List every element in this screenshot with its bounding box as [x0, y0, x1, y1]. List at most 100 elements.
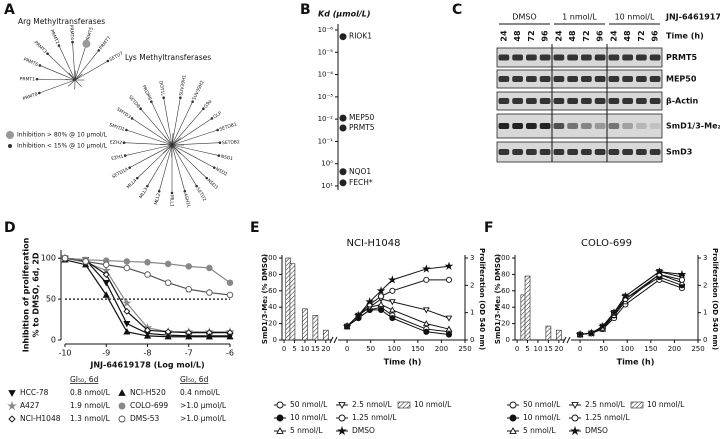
band — [649, 76, 661, 82]
band — [539, 123, 551, 129]
x-tick-label: 10 — [533, 345, 542, 353]
band — [567, 123, 578, 129]
data-point — [164, 333, 172, 340]
dot — [339, 179, 347, 187]
legend-marker — [338, 402, 346, 409]
dot-label: RIOK1 — [349, 32, 372, 41]
data-point — [82, 258, 89, 265]
legend-marker — [571, 402, 579, 409]
tree-branch — [39, 65, 76, 81]
data-point — [389, 287, 396, 294]
legend-label: DMSO — [352, 426, 375, 435]
band — [649, 123, 661, 129]
data-point — [376, 286, 386, 295]
legend-label: DMSO — [585, 426, 608, 435]
y-tick-label: 50 — [46, 295, 56, 304]
data-point — [206, 264, 213, 272]
tree-branch — [129, 144, 173, 168]
tree-node — [179, 96, 182, 100]
tree-node — [46, 52, 49, 56]
tree-branch — [162, 144, 173, 154]
tree-branch — [171, 144, 197, 187]
legend-marker — [7, 400, 17, 411]
tree-branch — [171, 144, 181, 154]
data-point — [620, 291, 630, 300]
line — [346, 309, 450, 336]
data-point — [185, 263, 192, 270]
band — [622, 149, 633, 155]
tree-label: NSD2 — [214, 166, 228, 177]
data-point — [144, 259, 151, 266]
data-point — [377, 300, 385, 307]
legend-value: >1.0 µmol/L — [180, 414, 227, 423]
band — [581, 149, 592, 155]
y-tick-label: 10⁻³ — [318, 93, 334, 101]
time-label: 72 — [637, 30, 646, 41]
bar — [556, 329, 562, 341]
tree-branch — [160, 144, 173, 146]
tree-branch — [158, 144, 173, 192]
data-point — [61, 254, 69, 262]
y-tick-label: 10⁻⁴ — [318, 71, 334, 79]
legend-marker — [118, 389, 126, 396]
line — [580, 279, 683, 336]
band — [581, 76, 592, 82]
tree-label: G9a — [203, 99, 214, 110]
band — [553, 76, 565, 82]
tree-node — [97, 49, 101, 52]
bar — [524, 275, 531, 341]
blot-strip — [496, 141, 663, 163]
y-tick-label: 0 — [51, 336, 56, 345]
protein-label: PRMT5 — [666, 53, 697, 62]
data-point — [377, 306, 385, 313]
blot-strip — [496, 69, 663, 89]
panel-label: B — [300, 2, 311, 18]
time-label: 48 — [513, 30, 522, 42]
line — [580, 276, 683, 336]
band — [567, 149, 578, 155]
time-label: 96 — [596, 30, 605, 42]
panel-label: F — [484, 220, 494, 236]
band — [498, 76, 510, 82]
legend-label: NCI-H520 — [130, 388, 166, 397]
data-point — [102, 280, 110, 287]
tree-label: MLL3 — [138, 187, 149, 200]
legend-marker — [509, 401, 517, 409]
data-point — [123, 258, 131, 265]
band — [539, 149, 551, 155]
legend-marker — [571, 414, 579, 422]
tree-node — [150, 100, 153, 103]
tree-node — [191, 100, 194, 103]
band — [512, 149, 523, 155]
time-label: 96 — [541, 30, 550, 42]
tree-branch — [74, 43, 87, 81]
x-tick-label: 50 — [366, 345, 375, 353]
tree-label: MLL1 — [169, 195, 175, 207]
tree-node — [57, 44, 61, 47]
legend-marker — [8, 144, 12, 148]
data-point — [226, 291, 234, 299]
tree-node — [146, 184, 149, 188]
band — [526, 98, 537, 104]
y-tick-label: 20 — [501, 320, 510, 328]
tree-branch — [171, 118, 213, 146]
legend-marker — [6, 131, 14, 139]
data-point — [123, 264, 131, 272]
data-point — [342, 321, 352, 331]
data-point — [587, 328, 596, 337]
band — [512, 76, 523, 82]
band — [608, 149, 620, 155]
y-tick-label: 0 — [506, 336, 510, 344]
data-point — [102, 271, 110, 278]
group-label: 1 nmol/L — [562, 13, 597, 22]
tree-label: ASH1L — [182, 193, 192, 209]
legend-marker — [8, 390, 16, 397]
line — [580, 273, 683, 336]
panel-label: C — [452, 2, 462, 18]
band — [553, 98, 565, 104]
line — [580, 273, 683, 336]
y-tick-label: 0 — [273, 336, 277, 344]
legend-label: 10 nmol/L — [414, 400, 452, 409]
time-label: 24 — [554, 30, 563, 42]
